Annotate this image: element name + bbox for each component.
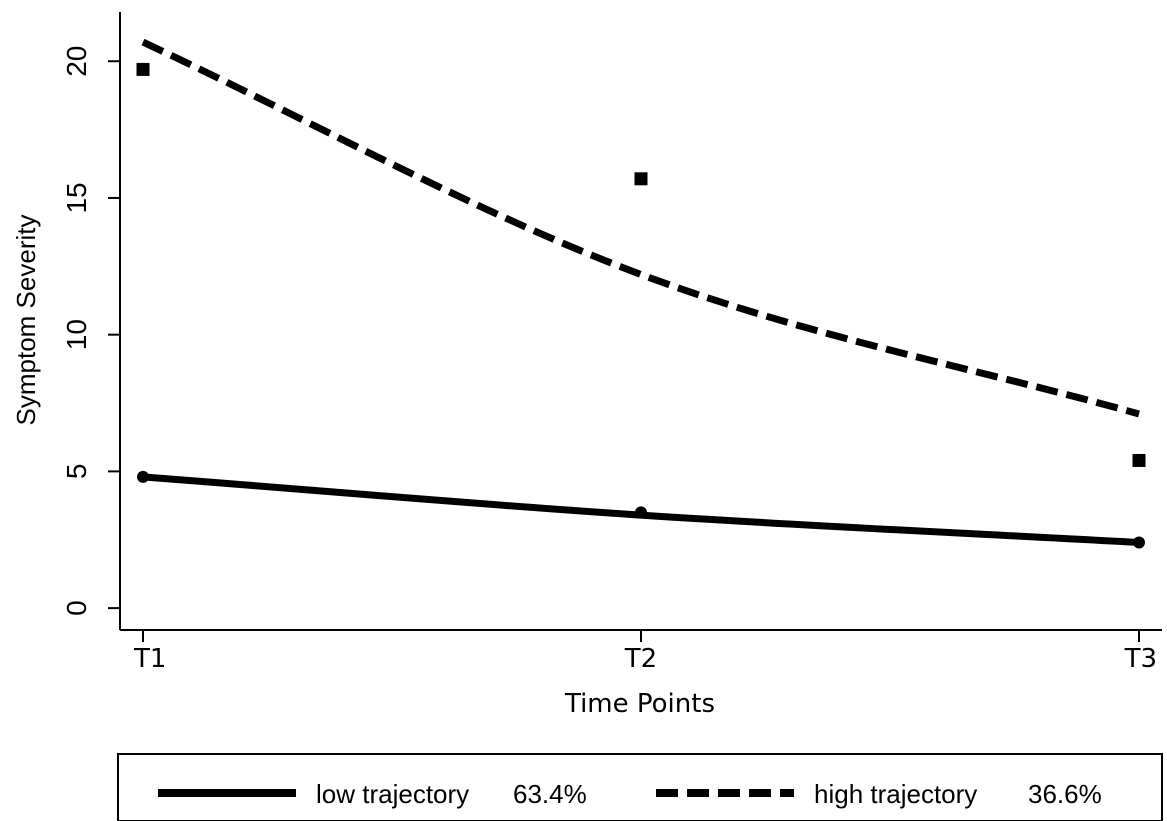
observed-points (136, 62, 1146, 549)
y-ticks: 0 5 10 15 20 (61, 46, 120, 616)
y-tick-label-15: 15 (61, 182, 92, 213)
legend-share-high: 36.6% (1028, 779, 1102, 809)
x-tick-label-T2: T2 (624, 644, 657, 674)
x-axis-title: Time Points (564, 689, 715, 719)
low-observed-point-T1 (137, 470, 149, 483)
series (141, 38, 1140, 546)
x-tick-label-T1: T1 (133, 644, 166, 674)
x-tick-label-T3: T3 (1124, 644, 1157, 674)
y-tick-label-20: 20 (61, 46, 92, 77)
x-ticks: T1 T2 T3 (133, 630, 1157, 674)
legend-box (117, 753, 1163, 821)
y-tick-label-0: 0 (61, 600, 92, 616)
low-observed-point-T2 (635, 506, 647, 519)
high-trajectory-line (141, 38, 1140, 418)
legend-share-low: 63.4% (513, 779, 587, 809)
y-axis-title: Symptom Severity (11, 215, 41, 426)
y-tick-label-10: 10 (61, 319, 92, 350)
low-observed-point-T3 (1133, 536, 1145, 549)
legend-label-high: high trajectory (814, 779, 977, 809)
high-observed-point-T3 (1132, 453, 1146, 467)
high-observed-point-T1 (136, 62, 150, 76)
high-observed-point-T2 (634, 172, 648, 186)
y-tick-label-5: 5 (61, 464, 92, 480)
legend: low trajectory 63.4% high trajectory 36.… (117, 753, 1163, 821)
legend-label-low: low trajectory (316, 779, 469, 809)
